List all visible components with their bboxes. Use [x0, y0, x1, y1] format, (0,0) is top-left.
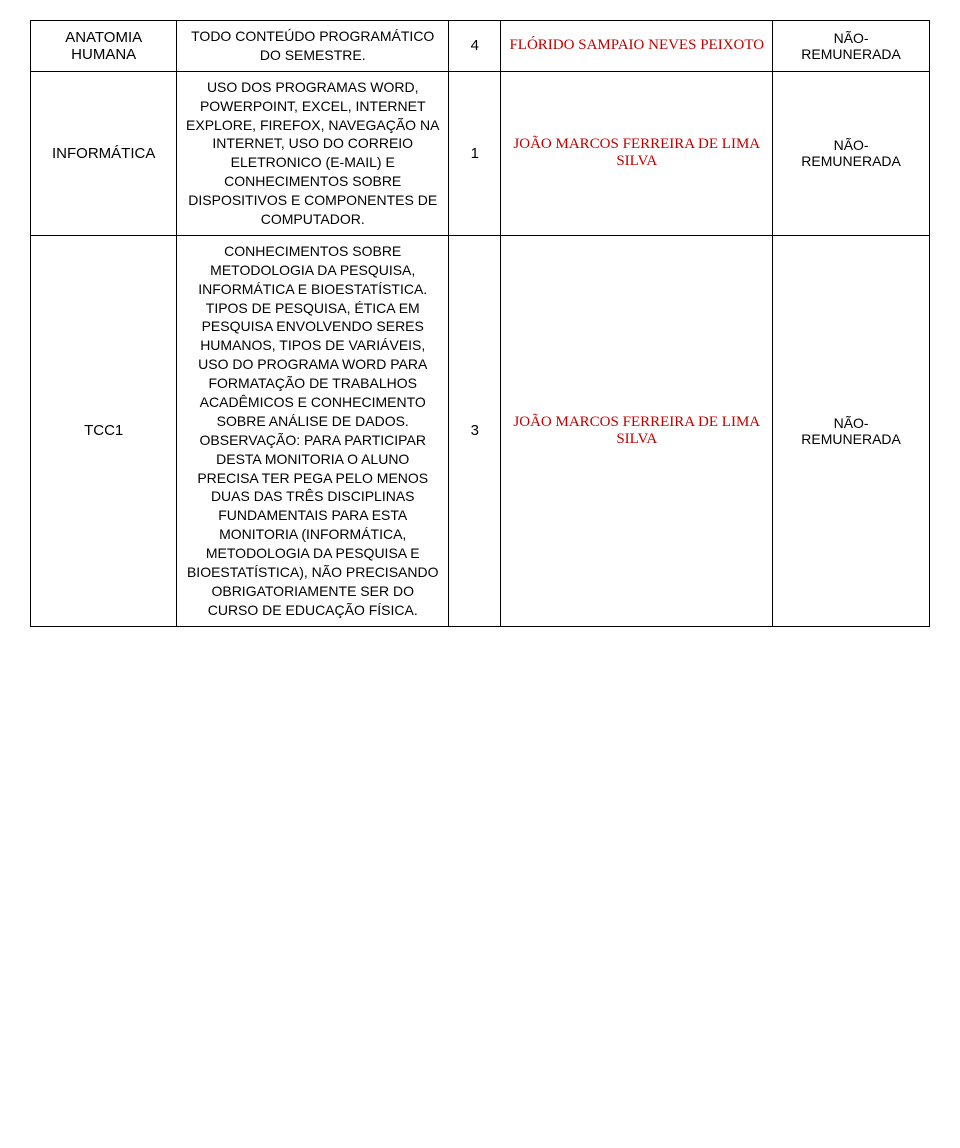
status-text: NÃO- REMUNERADA: [781, 30, 921, 62]
teacher-text: JOÃO MARCOS FERREIRA DE LIMA SILVA: [509, 414, 764, 448]
data-table: ANATOMIA HUMANA TODO CONTEÚDO PROGRAMÁTI…: [30, 20, 930, 627]
table-row: ANATOMIA HUMANA TODO CONTEÚDO PROGRAMÁTI…: [31, 21, 930, 72]
status-text: NÃO- REMUNERADA: [781, 415, 921, 447]
subject-text: INFORMÁTICA: [39, 145, 168, 162]
teacher-text: JOÃO MARCOS FERREIRA DE LIMA SILVA: [509, 136, 764, 170]
subject-text: ANATOMIA HUMANA: [39, 29, 168, 63]
count-text: 1: [457, 145, 492, 162]
teacher-cell: FLÓRIDO SAMPAIO NEVES PEIXOTO: [501, 21, 773, 72]
content-text: CONHECIMENTOS SOBRE METODOLOGIA DA PESQU…: [185, 242, 440, 620]
subject-cell: INFORMÁTICA: [31, 71, 177, 235]
content-text: TODO CONTEÚDO PROGRAMÁTICO DO SEMESTRE.: [185, 27, 440, 65]
subject-cell: TCC1: [31, 235, 177, 626]
count-text: 4: [457, 37, 492, 54]
teacher-text: FLÓRIDO SAMPAIO NEVES PEIXOTO: [509, 37, 764, 54]
teacher-cell: JOÃO MARCOS FERREIRA DE LIMA SILVA: [501, 235, 773, 626]
subject-cell: ANATOMIA HUMANA: [31, 21, 177, 72]
table-row: INFORMÁTICA USO DOS PROGRAMAS WORD, POWE…: [31, 71, 930, 235]
subject-text: TCC1: [39, 422, 168, 439]
table-row: TCC1 CONHECIMENTOS SOBRE METODOLOGIA DA …: [31, 235, 930, 626]
content-cell: TODO CONTEÚDO PROGRAMÁTICO DO SEMESTRE.: [177, 21, 449, 72]
status-cell: NÃO- REMUNERADA: [773, 235, 930, 626]
teacher-cell: JOÃO MARCOS FERREIRA DE LIMA SILVA: [501, 71, 773, 235]
content-cell: USO DOS PROGRAMAS WORD, POWERPOINT, EXCE…: [177, 71, 449, 235]
count-cell: 3: [449, 235, 501, 626]
status-cell: NÃO- REMUNERADA: [773, 21, 930, 72]
count-cell: 1: [449, 71, 501, 235]
status-cell: NÃO- REMUNERADA: [773, 71, 930, 235]
count-cell: 4: [449, 21, 501, 72]
page: ANATOMIA HUMANA TODO CONTEÚDO PROGRAMÁTI…: [0, 0, 960, 1148]
content-cell: CONHECIMENTOS SOBRE METODOLOGIA DA PESQU…: [177, 235, 449, 626]
content-text: USO DOS PROGRAMAS WORD, POWERPOINT, EXCE…: [185, 78, 440, 229]
count-text: 3: [457, 422, 492, 439]
status-text: NÃO- REMUNERADA: [781, 137, 921, 169]
